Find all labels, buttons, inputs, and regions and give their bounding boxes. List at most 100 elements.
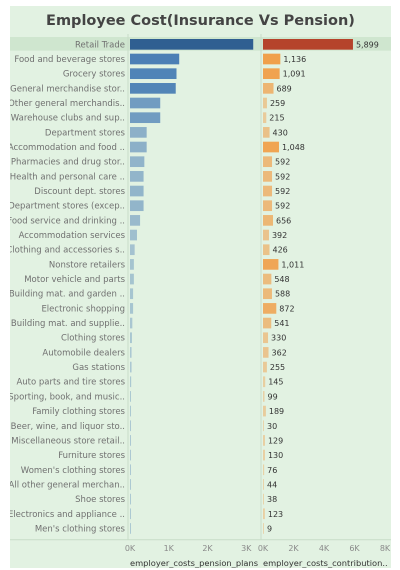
series-2-bar[interactable] <box>263 493 264 505</box>
series-1-bar[interactable] <box>130 361 132 373</box>
series-2-bar[interactable] <box>263 171 273 182</box>
series-1-bar[interactable] <box>130 303 134 314</box>
series-2-bar[interactable] <box>263 420 264 432</box>
series-2-bar[interactable] <box>263 479 264 490</box>
series-1-bar[interactable] <box>130 112 161 124</box>
category-label: Pharmacies and drug stor.. <box>11 158 125 168</box>
series-2-bar[interactable] <box>263 39 353 50</box>
series-2-value-label: 259 <box>270 99 285 108</box>
series-2-value-label: 255 <box>270 363 285 372</box>
series-2-bar[interactable] <box>263 332 269 344</box>
series-1-bar[interactable] <box>130 83 176 94</box>
series-2-bar[interactable] <box>263 259 279 270</box>
series-2-bar[interactable] <box>263 288 272 300</box>
chart-frame: Employee Cost(Insurance Vs Pension) Reta… <box>10 6 391 568</box>
series-2-bar[interactable] <box>263 185 273 197</box>
series-2-bar[interactable] <box>263 141 279 153</box>
chart-title: Employee Cost(Insurance Vs Pension) <box>46 13 355 29</box>
category-label: Accommodation services <box>19 231 126 241</box>
series-2-value-label: 5,899 <box>356 40 379 49</box>
series-1-bar[interactable] <box>130 127 147 138</box>
series-2-value-label: 362 <box>272 348 287 357</box>
series-1-bar[interactable] <box>130 317 133 329</box>
series-2-value-label: 588 <box>275 290 290 299</box>
series-2-value-label: 130 <box>268 451 283 460</box>
series-2-bar[interactable] <box>263 273 272 285</box>
category-label: Gas stations <box>72 363 125 373</box>
series-2-bar[interactable] <box>263 127 270 138</box>
series-2-bar[interactable] <box>263 229 269 241</box>
series-2-value-label: 656 <box>276 216 291 225</box>
series-2-bar[interactable] <box>263 435 265 446</box>
series-1-bar[interactable] <box>130 347 132 358</box>
series-1-bar[interactable] <box>130 97 161 109</box>
series-2-value-label: 872 <box>279 304 294 313</box>
series-1-bar[interactable] <box>130 420 131 432</box>
series-2-bar[interactable] <box>263 347 269 358</box>
series-1-bar[interactable] <box>130 376 132 388</box>
series-2-bar[interactable] <box>263 391 265 402</box>
category-label: Food and beverage stores <box>14 55 125 65</box>
series-1-bar[interactable] <box>130 391 131 402</box>
series-1-bar[interactable] <box>130 523 131 534</box>
series-2-bar[interactable] <box>263 156 273 168</box>
series-2-tick-label: 2K <box>288 544 299 553</box>
series-2-value-label: 99 <box>268 392 278 401</box>
category-label: Accommodation and food .. <box>10 143 125 153</box>
series-1-bar[interactable] <box>130 185 144 197</box>
series-2-bar[interactable] <box>263 303 277 314</box>
series-2-bar[interactable] <box>263 83 274 94</box>
series-2-bar[interactable] <box>263 449 265 461</box>
series-1-bar[interactable] <box>130 273 134 285</box>
category-label: Family clothing stores <box>32 407 125 417</box>
series-1-bar[interactable] <box>130 68 177 80</box>
series-1-tick-label: 2K <box>202 544 213 553</box>
series-1-tick-label: 0K <box>125 544 136 553</box>
series-2-tick-label: 0K <box>258 544 269 553</box>
category-label: Department stores <box>45 128 126 138</box>
series-1-bar[interactable] <box>130 156 145 168</box>
series-1-bar[interactable] <box>130 39 254 50</box>
series-1-bar[interactable] <box>130 259 134 270</box>
series-2-bar[interactable] <box>263 68 280 80</box>
series-1-bar[interactable] <box>130 141 147 153</box>
series-2-bar[interactable] <box>263 200 273 212</box>
category-label: Health and personal care .. <box>10 172 125 182</box>
series-2-value-label: 430 <box>273 128 288 137</box>
series-1-bar[interactable] <box>130 288 134 300</box>
category-label: Auto parts and tire stores <box>16 378 125 388</box>
series-2-bar[interactable] <box>263 376 266 388</box>
series-2-value-label: 330 <box>271 334 286 343</box>
series-2-bar[interactable] <box>263 215 274 226</box>
series-1-bar[interactable] <box>130 215 141 226</box>
series-1-bar[interactable] <box>130 493 131 505</box>
series-2-value-label: 392 <box>272 231 287 240</box>
series-2-bar[interactable] <box>263 112 267 124</box>
series-2-bar[interactable] <box>263 244 270 256</box>
series-1-bar[interactable] <box>130 479 131 490</box>
series-2-bar[interactable] <box>263 53 281 65</box>
series-1-bar[interactable] <box>130 332 132 344</box>
series-2-tick-label: 8K <box>380 544 391 553</box>
series-1-bar[interactable] <box>130 405 131 417</box>
series-2-bar[interactable] <box>263 361 267 373</box>
series-1-bar[interactable] <box>130 449 131 461</box>
series-2-value-label: 592 <box>275 187 290 196</box>
series-2-bar[interactable] <box>263 508 265 520</box>
series-1-bar[interactable] <box>130 464 131 476</box>
series-1-tick-label: 3K <box>241 544 252 553</box>
series-1-bar[interactable] <box>130 171 144 182</box>
series-2-bar[interactable] <box>263 405 266 417</box>
series-2-bar[interactable] <box>263 464 265 476</box>
series-1-bar[interactable] <box>130 200 144 212</box>
series-2-bar[interactable] <box>263 97 267 109</box>
series-1-bar[interactable] <box>130 508 131 520</box>
series-2-bar[interactable] <box>263 317 272 329</box>
series-2-bar[interactable] <box>263 523 264 534</box>
series-1-bar[interactable] <box>130 53 180 65</box>
category-label: Retail Trade <box>75 40 125 50</box>
chart-canvas: Retail Trade Food and beverage stores Groc… <box>10 34 391 568</box>
series-1-bar[interactable] <box>130 244 135 256</box>
series-1-bar[interactable] <box>130 229 137 241</box>
series-1-bar[interactable] <box>130 435 131 446</box>
